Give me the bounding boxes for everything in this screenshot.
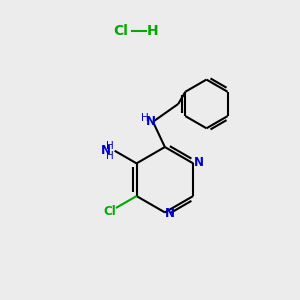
Text: Cl: Cl: [113, 24, 128, 38]
Text: Cl: Cl: [103, 205, 116, 218]
Text: N: N: [101, 144, 111, 157]
Text: N: N: [194, 156, 203, 169]
Text: H: H: [106, 141, 114, 151]
Text: H: H: [147, 24, 159, 38]
Text: N: N: [146, 115, 156, 128]
Text: H: H: [106, 151, 114, 161]
Text: H: H: [141, 113, 148, 123]
Text: N: N: [165, 206, 175, 220]
